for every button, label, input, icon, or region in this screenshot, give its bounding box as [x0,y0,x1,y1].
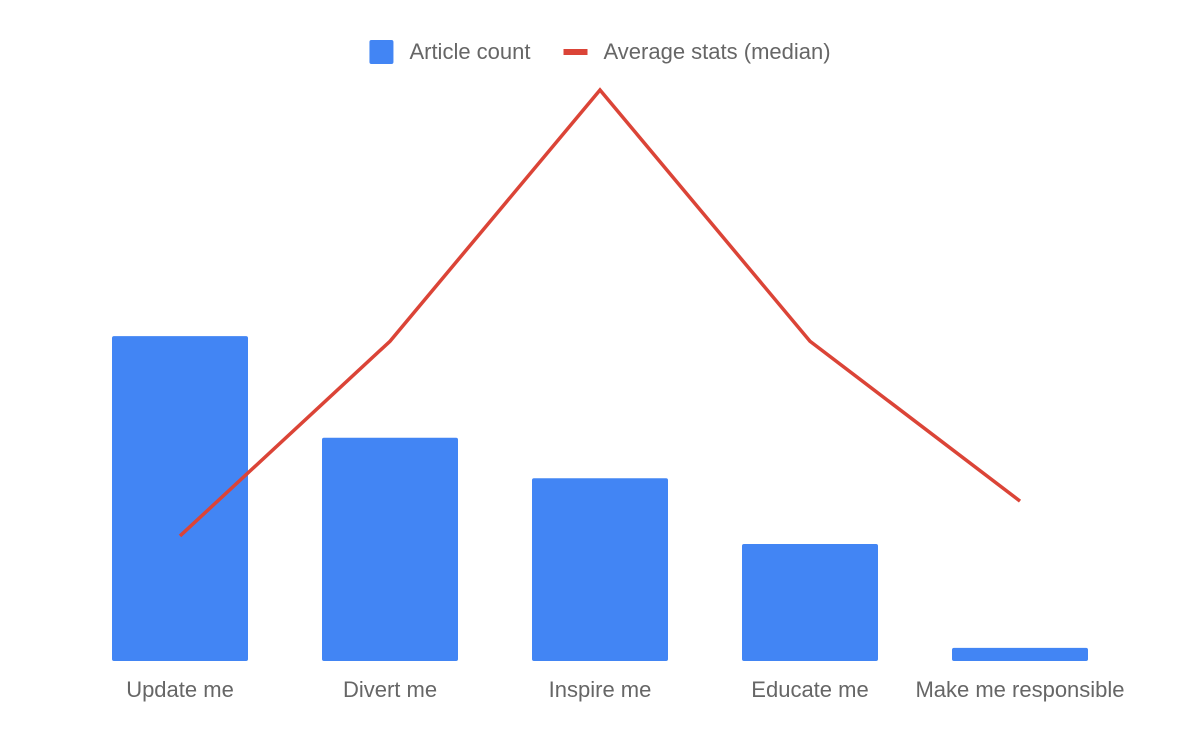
x-tick-label: Divert me [343,677,437,702]
legend-item[interactable]: Average stats (median) [563,39,831,64]
legend-swatch [369,40,394,64]
x-tick-label: Make me responsible [915,677,1124,702]
bar [322,437,458,661]
x-tick-label: Update me [126,677,234,702]
legend-swatch [563,49,588,55]
legend-label: Article count [409,39,530,64]
line [178,87,1022,538]
bar [952,647,1088,661]
bar [112,336,248,661]
bar [532,478,668,661]
bar [742,543,878,661]
x-tick-label: Inspire me [549,677,652,702]
legend-item[interactable]: Article count [369,39,531,64]
x-tick-label: Educate me [751,677,868,702]
legend-label: Average stats (median) [604,39,831,64]
